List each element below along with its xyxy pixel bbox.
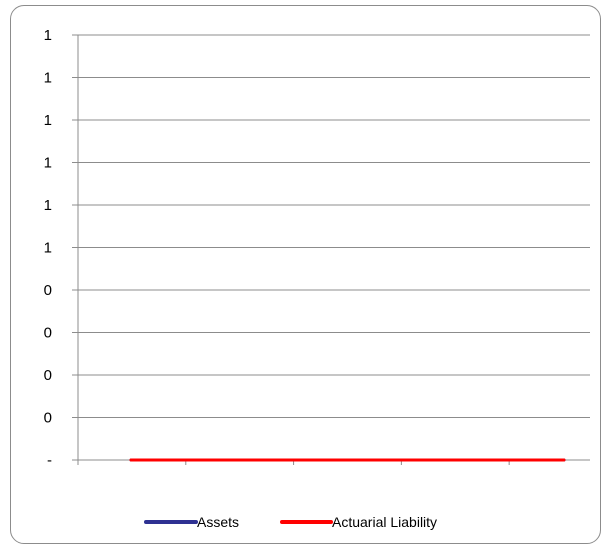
y-tick-label: 0 <box>44 282 52 299</box>
y-tick-label: 1 <box>44 155 52 172</box>
y-tick-label: - <box>47 452 52 469</box>
y-tick-label: 1 <box>44 112 52 129</box>
y-tick-label: 0 <box>44 410 52 427</box>
y-tick-label: 1 <box>44 70 52 87</box>
legend: Assets Actuarial Liability <box>144 514 437 530</box>
chart-frame <box>10 5 601 544</box>
y-tick-label: 1 <box>44 240 52 257</box>
y-tick-labels: - 0 0 0 0 1 1 1 1 1 1 <box>44 27 52 469</box>
y-tick-label: 0 <box>44 325 52 342</box>
y-tick-label: 0 <box>44 367 52 384</box>
legend-label-assets: Assets <box>197 514 239 530</box>
gridlines <box>78 34 590 418</box>
y-tick-label: 1 <box>44 197 52 214</box>
legend-label-actuarial-liability: Actuarial Liability <box>332 514 437 530</box>
y-tick-label: 1 <box>44 27 52 44</box>
